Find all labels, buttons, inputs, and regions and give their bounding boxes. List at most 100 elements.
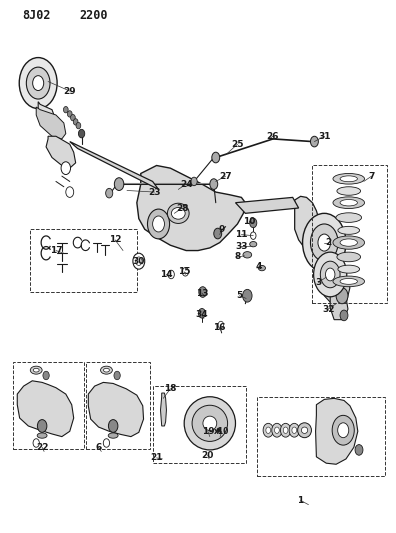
Polygon shape	[36, 107, 66, 139]
Circle shape	[214, 228, 222, 239]
Ellipse shape	[338, 265, 360, 273]
Ellipse shape	[203, 416, 217, 431]
Text: 17: 17	[50, 246, 62, 255]
Circle shape	[133, 253, 145, 269]
Text: 34: 34	[196, 310, 208, 319]
Text: 1: 1	[297, 496, 304, 505]
Bar	[86, 362, 150, 449]
Circle shape	[67, 111, 72, 117]
Text: 21: 21	[150, 454, 163, 463]
Ellipse shape	[184, 397, 236, 450]
Circle shape	[318, 234, 331, 251]
Circle shape	[355, 445, 363, 455]
Ellipse shape	[108, 433, 118, 438]
Ellipse shape	[336, 213, 362, 222]
Ellipse shape	[258, 265, 265, 271]
Text: 3: 3	[315, 278, 322, 287]
Circle shape	[114, 371, 120, 379]
Circle shape	[63, 107, 68, 113]
Text: 14: 14	[160, 270, 173, 279]
Text: 5: 5	[236, 291, 243, 300]
Text: 18: 18	[164, 384, 177, 393]
Ellipse shape	[337, 187, 361, 195]
Circle shape	[70, 115, 75, 121]
Text: 4: 4	[256, 262, 263, 271]
Polygon shape	[38, 102, 60, 128]
Text: 9: 9	[219, 225, 225, 234]
Text: 10: 10	[243, 217, 255, 226]
Ellipse shape	[168, 203, 189, 223]
Bar	[13, 362, 84, 449]
Ellipse shape	[192, 405, 228, 441]
Bar	[257, 397, 385, 477]
Ellipse shape	[338, 227, 360, 235]
Text: 29: 29	[63, 86, 76, 95]
Ellipse shape	[250, 241, 257, 247]
Circle shape	[340, 310, 348, 321]
Text: 26: 26	[267, 132, 279, 141]
Circle shape	[336, 288, 348, 304]
Text: 2: 2	[325, 238, 331, 247]
Circle shape	[251, 232, 256, 239]
Circle shape	[292, 427, 297, 433]
Text: 20: 20	[202, 451, 214, 460]
Polygon shape	[88, 382, 143, 437]
Circle shape	[217, 428, 220, 432]
Ellipse shape	[33, 368, 39, 372]
Text: 31: 31	[318, 132, 331, 141]
Bar	[152, 386, 246, 463]
Ellipse shape	[30, 366, 42, 374]
Circle shape	[109, 419, 118, 432]
Circle shape	[19, 58, 57, 109]
Ellipse shape	[340, 199, 358, 206]
Circle shape	[332, 415, 354, 445]
Circle shape	[243, 289, 252, 302]
Text: 2200: 2200	[80, 9, 108, 22]
Circle shape	[33, 439, 39, 447]
Text: 7: 7	[368, 172, 375, 181]
Ellipse shape	[340, 239, 358, 246]
Polygon shape	[236, 197, 299, 213]
Circle shape	[43, 371, 49, 379]
Circle shape	[198, 309, 206, 318]
Circle shape	[250, 218, 257, 228]
Ellipse shape	[340, 278, 358, 284]
Circle shape	[32, 76, 44, 91]
Circle shape	[191, 177, 197, 185]
Text: 28: 28	[176, 204, 188, 213]
Circle shape	[27, 67, 50, 99]
Polygon shape	[295, 196, 320, 248]
Circle shape	[314, 252, 347, 297]
Circle shape	[66, 187, 74, 197]
Bar	[30, 229, 137, 292]
Circle shape	[263, 423, 273, 437]
Circle shape	[76, 123, 81, 129]
Circle shape	[73, 119, 78, 125]
Circle shape	[78, 130, 85, 138]
Circle shape	[212, 152, 220, 163]
Circle shape	[103, 439, 110, 447]
Circle shape	[280, 423, 291, 437]
Text: 13: 13	[196, 288, 208, 297]
Text: 32: 32	[322, 304, 335, 313]
Text: 22: 22	[36, 443, 48, 452]
Circle shape	[37, 419, 47, 432]
Circle shape	[182, 268, 188, 276]
Text: 33: 33	[235, 242, 248, 251]
Circle shape	[274, 427, 279, 433]
Text: 12: 12	[109, 236, 122, 245]
Text: 27: 27	[219, 172, 232, 181]
Ellipse shape	[103, 368, 109, 372]
Circle shape	[168, 270, 174, 279]
Text: 6: 6	[95, 443, 102, 452]
Circle shape	[61, 162, 70, 174]
Text: 30: 30	[133, 257, 145, 265]
Text: 23: 23	[148, 188, 161, 197]
Ellipse shape	[333, 276, 365, 287]
Circle shape	[136, 257, 142, 265]
Text: 8J02: 8J02	[23, 9, 51, 22]
Circle shape	[289, 423, 299, 437]
Polygon shape	[46, 136, 76, 168]
Polygon shape	[330, 290, 348, 320]
Circle shape	[218, 321, 224, 329]
